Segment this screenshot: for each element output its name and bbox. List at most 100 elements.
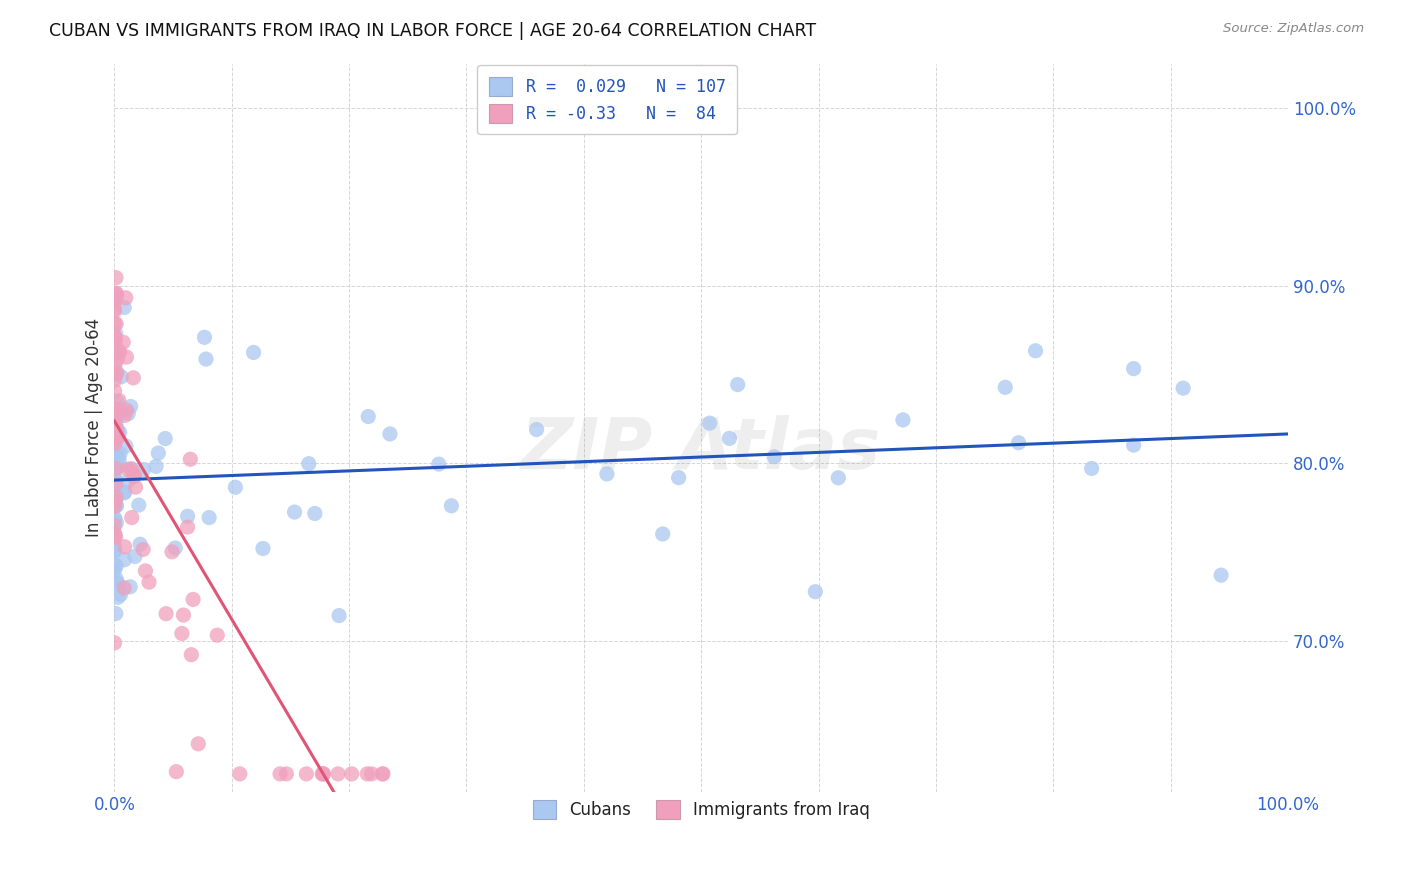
Point bbox=[114, 409, 136, 423]
Point bbox=[103, 470, 125, 484]
Point bbox=[103, 414, 125, 428]
Point bbox=[148, 446, 170, 460]
Point bbox=[103, 302, 125, 317]
Point bbox=[103, 636, 125, 650]
Point bbox=[121, 510, 143, 524]
Point bbox=[170, 626, 193, 640]
Point bbox=[596, 467, 619, 481]
Point bbox=[105, 499, 128, 513]
Point bbox=[103, 463, 125, 477]
Point bbox=[108, 425, 131, 440]
Point bbox=[105, 558, 128, 573]
Point bbox=[105, 422, 128, 436]
Point bbox=[107, 451, 129, 466]
Point bbox=[340, 767, 363, 781]
Point bbox=[104, 527, 127, 541]
Point bbox=[114, 291, 136, 305]
Point bbox=[180, 648, 202, 662]
Point bbox=[117, 462, 139, 476]
Point bbox=[104, 286, 127, 301]
Point bbox=[107, 591, 129, 605]
Point bbox=[104, 494, 127, 508]
Point bbox=[193, 330, 215, 344]
Point bbox=[195, 352, 218, 367]
Point bbox=[103, 404, 125, 418]
Point bbox=[108, 393, 131, 408]
Point bbox=[103, 544, 125, 558]
Point bbox=[276, 767, 298, 781]
Point bbox=[104, 543, 127, 558]
Point bbox=[207, 628, 229, 642]
Point bbox=[117, 407, 139, 421]
Point bbox=[124, 480, 146, 494]
Point bbox=[187, 737, 209, 751]
Point bbox=[107, 459, 129, 474]
Point bbox=[176, 509, 198, 524]
Point bbox=[165, 764, 187, 779]
Legend: Cubans, Immigrants from Iraq: Cubans, Immigrants from Iraq bbox=[522, 788, 882, 830]
Point bbox=[699, 416, 721, 430]
Point bbox=[104, 425, 127, 439]
Point bbox=[103, 331, 125, 345]
Point bbox=[104, 511, 127, 525]
Point bbox=[104, 461, 127, 475]
Point bbox=[165, 541, 187, 555]
Point bbox=[103, 563, 125, 577]
Point bbox=[104, 326, 127, 341]
Point bbox=[103, 405, 125, 419]
Point bbox=[103, 458, 125, 472]
Point bbox=[110, 369, 132, 384]
Point bbox=[103, 373, 125, 387]
Point bbox=[229, 767, 252, 781]
Point bbox=[115, 403, 138, 417]
Point bbox=[120, 400, 142, 414]
Point bbox=[891, 413, 914, 427]
Point bbox=[132, 462, 155, 476]
Point bbox=[1007, 435, 1029, 450]
Point bbox=[105, 410, 128, 425]
Point bbox=[122, 469, 145, 483]
Point bbox=[105, 475, 128, 489]
Point bbox=[727, 377, 749, 392]
Point bbox=[105, 317, 128, 331]
Point bbox=[108, 446, 131, 460]
Point bbox=[312, 767, 335, 781]
Point bbox=[311, 767, 333, 781]
Point bbox=[104, 474, 127, 488]
Point bbox=[112, 301, 135, 315]
Point bbox=[356, 767, 378, 781]
Point bbox=[103, 409, 125, 424]
Point bbox=[104, 477, 127, 491]
Point bbox=[827, 471, 849, 485]
Point bbox=[804, 584, 827, 599]
Point bbox=[107, 345, 129, 359]
Point bbox=[103, 410, 125, 425]
Point bbox=[104, 480, 127, 494]
Point bbox=[105, 417, 128, 432]
Point bbox=[103, 500, 125, 514]
Point bbox=[103, 543, 125, 558]
Point bbox=[105, 286, 128, 301]
Point bbox=[1025, 343, 1047, 358]
Point bbox=[114, 484, 136, 499]
Point bbox=[105, 516, 128, 530]
Point bbox=[105, 432, 128, 446]
Point bbox=[242, 345, 264, 359]
Point bbox=[252, 541, 274, 556]
Point bbox=[105, 365, 128, 379]
Point bbox=[107, 430, 129, 444]
Point bbox=[138, 575, 160, 590]
Point bbox=[105, 367, 128, 381]
Point bbox=[104, 346, 127, 360]
Point bbox=[104, 317, 127, 331]
Point bbox=[104, 530, 127, 544]
Point bbox=[108, 344, 131, 359]
Point bbox=[120, 462, 142, 476]
Point bbox=[128, 498, 150, 512]
Point bbox=[103, 436, 125, 450]
Point bbox=[357, 409, 380, 424]
Point bbox=[181, 592, 204, 607]
Point bbox=[114, 540, 136, 554]
Point bbox=[179, 452, 201, 467]
Point bbox=[115, 350, 138, 364]
